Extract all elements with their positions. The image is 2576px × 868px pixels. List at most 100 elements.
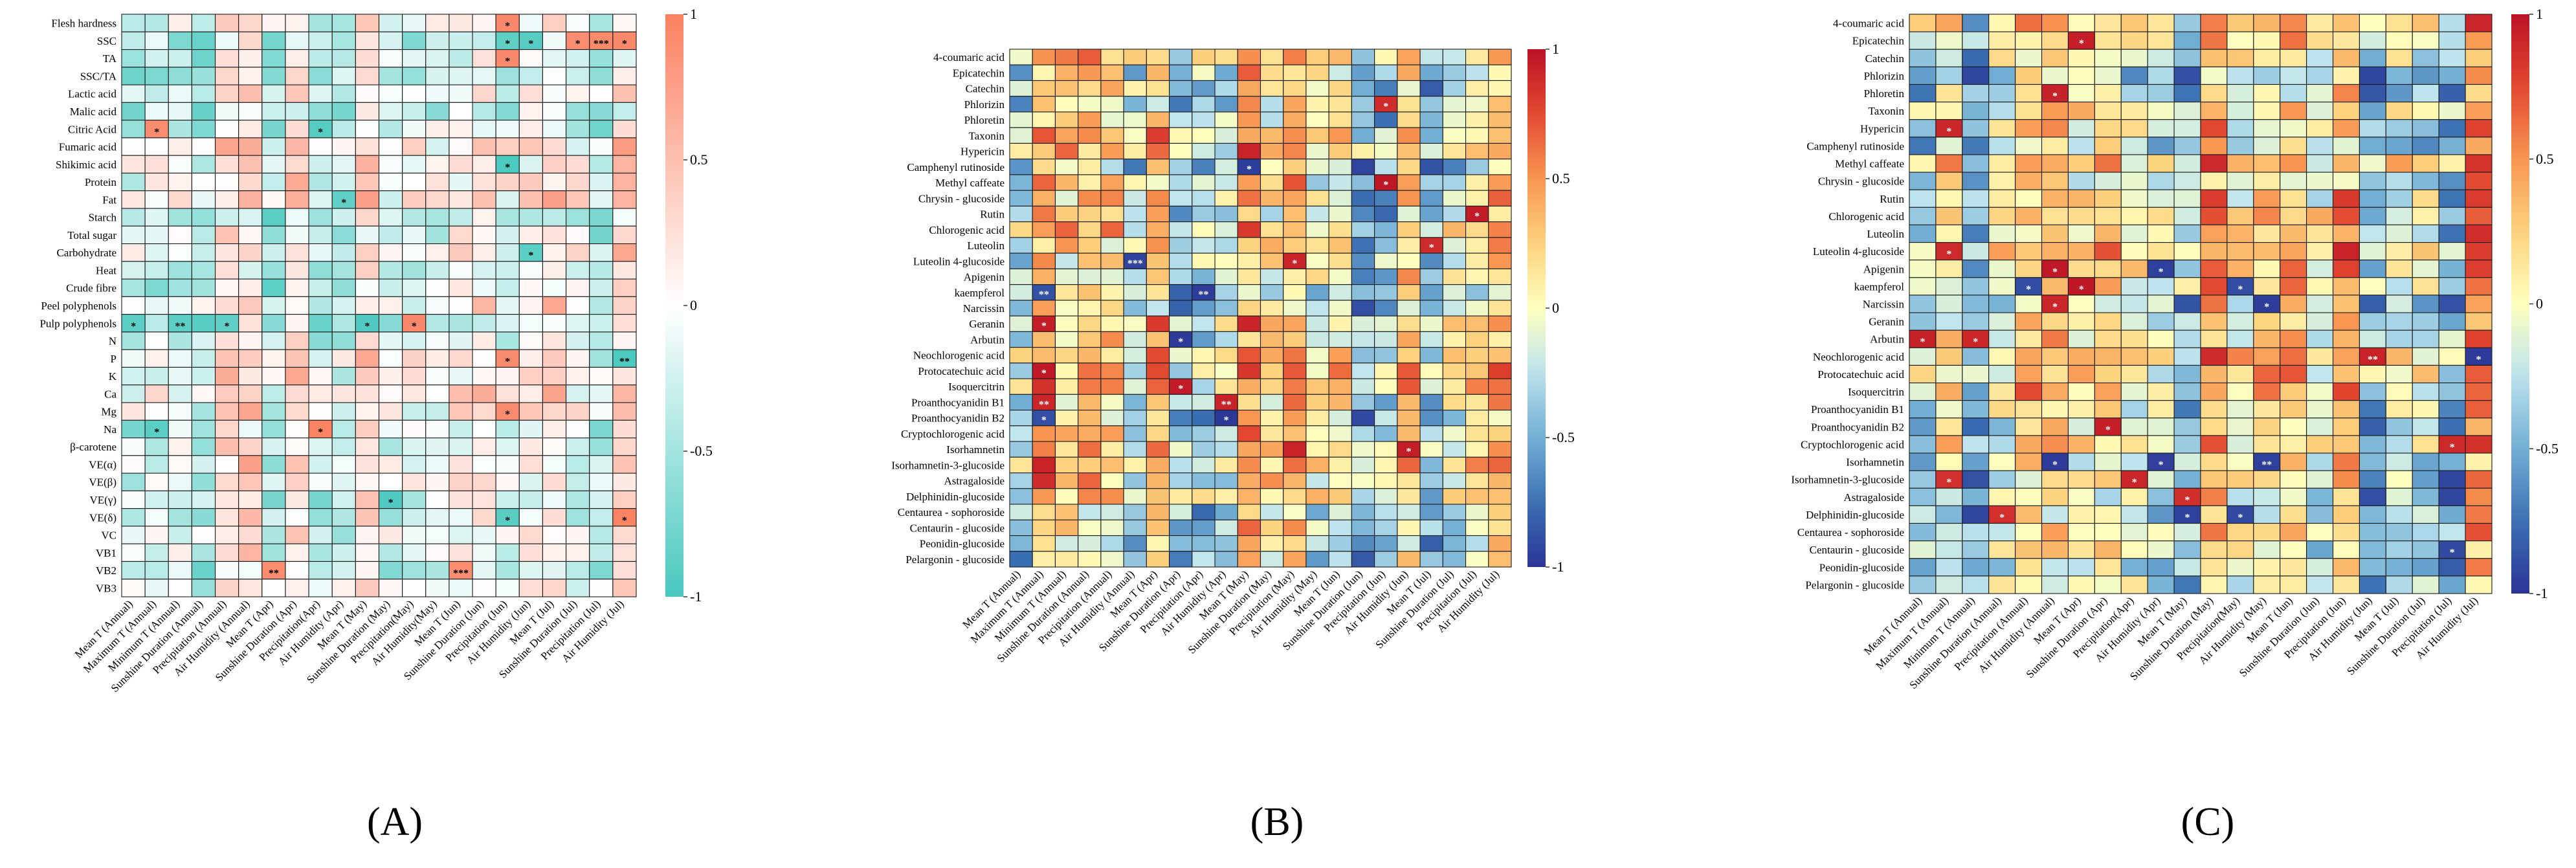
heatmap-cell	[1988, 83, 2016, 103]
heatmap-cell	[2332, 487, 2360, 506]
heatmap-cell	[518, 296, 544, 315]
heatmap-cell	[1962, 260, 1990, 278]
heatmap-cell	[238, 296, 263, 315]
heatmap-cell	[1192, 300, 1216, 317]
heatmap-cell	[1909, 540, 1937, 559]
heatmap-cell	[425, 14, 450, 32]
heatmap-cell	[214, 296, 239, 315]
heatmap-cell	[1032, 205, 1056, 223]
heatmap-cell	[121, 419, 146, 439]
heatmap-cell	[2067, 522, 2095, 542]
heatmap-cell	[2173, 119, 2201, 138]
heatmap-cell	[495, 67, 520, 85]
heatmap-cell	[1078, 456, 1102, 474]
heatmap-cell	[1935, 83, 1963, 103]
heatmap-cell	[1305, 488, 1329, 505]
heatmap-cell	[355, 349, 380, 368]
heatmap-cell	[2359, 382, 2386, 401]
heatmap-cell	[121, 543, 146, 562]
heatmap-cell	[2438, 277, 2466, 296]
heatmap-cell	[1988, 295, 2016, 313]
heatmap-cell	[261, 278, 286, 297]
heatmap-cell	[1988, 260, 2016, 278]
heatmap-cell	[2067, 329, 2095, 348]
heatmap-cell	[1419, 268, 1443, 285]
heatmap-cell	[2226, 329, 2254, 348]
heatmap-cell	[1146, 472, 1170, 489]
heatmap-cell	[495, 172, 520, 192]
heatmap-cell	[1442, 331, 1467, 348]
heatmap-cell	[495, 473, 520, 491]
heatmap-cell	[261, 31, 286, 50]
heatmap-cell	[378, 455, 403, 474]
heatmap-cell	[2120, 154, 2148, 173]
row-label: Protein	[85, 176, 117, 188]
heatmap-cell	[2015, 66, 2043, 85]
heatmap-cell	[1100, 221, 1124, 238]
heatmap-cell	[1032, 49, 1056, 65]
heatmap-cell	[214, 261, 239, 280]
heatmap-cell	[1123, 362, 1147, 379]
heatmap-cell	[518, 384, 544, 403]
heatmap-cell	[1465, 111, 1489, 128]
heatmap-cell	[2015, 452, 2043, 471]
heatmap-cell	[542, 14, 567, 32]
heatmap-cell	[214, 437, 239, 456]
heatmap-cell	[191, 543, 216, 562]
heatmap-cell	[2226, 435, 2254, 454]
heatmap-cell	[1935, 260, 1963, 278]
heatmap-cell	[1988, 14, 2016, 32]
heatmap-cell	[2385, 189, 2413, 208]
heatmap-cell	[214, 526, 239, 544]
heatmap-cell	[121, 243, 146, 262]
heatmap-cell	[238, 84, 263, 103]
heatmap-cell	[2280, 206, 2307, 226]
heatmap-cell	[1488, 300, 1512, 317]
heatmap-cell	[214, 278, 239, 297]
row-label: 4-coumaric acid	[1833, 17, 1904, 30]
heatmap-cell	[1054, 237, 1079, 254]
heatmap-cell	[2253, 260, 2281, 278]
heatmap-cell	[168, 455, 192, 474]
heatmap-cell	[1100, 362, 1124, 379]
heatmap-cell	[2306, 505, 2334, 524]
heatmap-cell	[261, 366, 286, 386]
heatmap-cell	[495, 526, 520, 544]
heatmap-cell	[285, 67, 309, 85]
heatmap-cell	[1078, 425, 1102, 442]
heatmap-cell	[2094, 417, 2122, 436]
heatmap-cell	[1054, 378, 1079, 395]
heatmap-cell	[285, 490, 309, 509]
heatmap-cell	[238, 225, 263, 245]
heatmap-cell	[472, 31, 496, 50]
significance-mark: *	[1973, 337, 1978, 348]
heatmap-cell	[331, 155, 356, 174]
heatmap-cell	[2280, 83, 2307, 103]
heatmap-cell	[1009, 64, 1033, 82]
heatmap-cell	[191, 67, 216, 85]
heatmap-cell	[1078, 551, 1102, 568]
heatmap-cell	[518, 278, 544, 297]
heatmap-cell	[2280, 452, 2307, 471]
heatmap-cell	[495, 579, 520, 597]
heatmap-cell	[308, 349, 333, 368]
row-label: VB1	[96, 547, 117, 559]
heatmap-cell	[2332, 435, 2360, 454]
heatmap-cell	[566, 84, 590, 103]
heatmap-cell	[144, 278, 169, 297]
heatmap-cell	[1260, 221, 1284, 238]
heatmap-cell	[1328, 535, 1352, 552]
heatmap-cell	[2120, 575, 2148, 594]
significance-mark: *	[1920, 337, 1925, 348]
heatmap-cell	[1146, 441, 1170, 458]
heatmap-cell	[1488, 174, 1512, 191]
heatmap-cell	[2412, 277, 2439, 296]
heatmap-cell	[2015, 312, 2043, 331]
heatmap-cell	[589, 543, 614, 562]
heatmap-cell	[1442, 142, 1467, 160]
heatmap-cell	[144, 49, 169, 68]
heatmap-cell	[425, 261, 450, 280]
heatmap-cell	[2438, 119, 2466, 138]
heatmap-cell	[1442, 472, 1467, 489]
heatmap-cell	[2173, 154, 2201, 173]
